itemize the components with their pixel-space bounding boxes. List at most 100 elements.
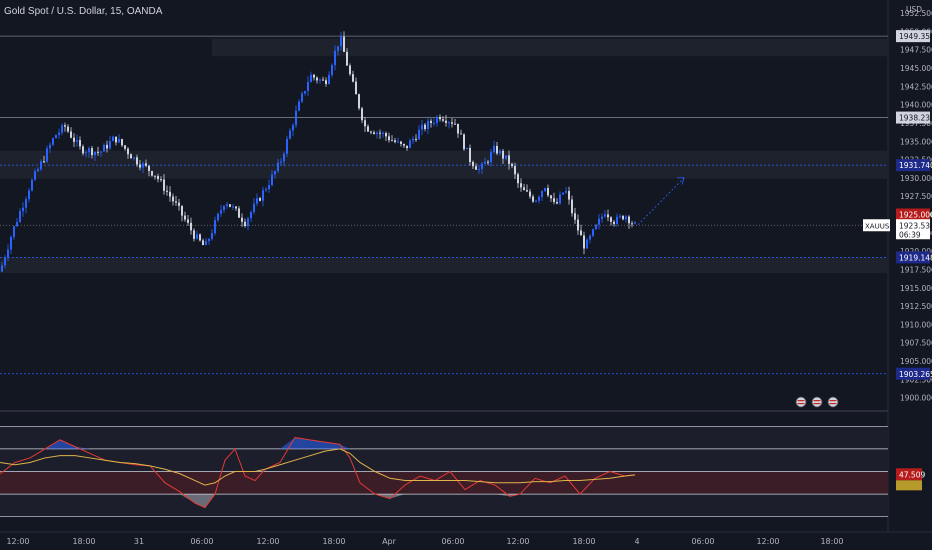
candle-body [163,179,165,191]
candle-body [550,195,552,199]
candle-body [49,144,51,149]
candle-body [373,132,375,134]
candle-body [268,185,270,190]
candle-body [166,190,168,192]
forecast-line [637,177,685,226]
candle-body [472,161,474,167]
candle-body [502,150,504,159]
candle-body [202,240,204,246]
candle-body [592,229,594,236]
us-flag-icon[interactable] [795,396,807,408]
candle-body [16,221,18,227]
candle-body [52,138,54,145]
candle-body [109,141,111,149]
candle-body [10,236,12,250]
candle-body [190,222,192,231]
candle-body [136,157,138,165]
candle-body [178,202,180,206]
candle-body [169,191,171,197]
candle-body [1,265,3,272]
candle-body [544,188,546,192]
price-label-top: 1949.351 [899,32,932,41]
countdown-label: 06:39 [899,230,921,239]
candle-body [379,132,381,134]
candle-body [457,123,459,134]
price-tick-label: 1900.000 [900,394,932,403]
price-label-resistance2-bg [896,111,930,124]
candle-body [484,161,486,164]
candle-body [274,171,276,175]
candle-body [463,134,465,150]
candle-body [76,140,78,142]
currency-label: USD [906,5,922,14]
time-tick-label: 12:00 [6,537,29,546]
time-axis[interactable]: 12:00 18:00 31 06:00 12:00 18:00 Apr 06:00 12:00… [6,537,843,546]
candle-body [466,147,468,150]
candle-body [253,203,255,213]
candle-body [193,230,195,239]
candle-body [427,120,429,129]
candle-body [454,123,456,125]
price-label-resistance1-bg [896,159,930,172]
price-tick-label: 1915.000 [900,284,932,293]
candle-body [325,80,327,85]
candle-body [418,129,420,140]
candle-body [187,219,189,223]
candle-body [307,82,309,92]
candle-body [313,74,315,78]
candle-body [232,206,234,208]
candle-body [490,152,492,163]
candle-body [70,131,72,138]
candle-body [322,79,324,81]
candle-body [19,211,21,222]
candle-body [61,125,63,133]
candle-body [292,125,294,131]
candle-body [628,216,630,224]
candle-body [241,217,243,222]
event-flags[interactable] [795,396,839,408]
candle-body [475,166,477,170]
candle-body [568,190,570,200]
symbol-tag: XAUUSD [865,222,895,230]
candle-body [421,124,423,130]
candle-body [280,161,282,163]
candle-body [64,125,66,127]
candle-body [400,141,402,144]
time-tick-label: 06:00 [190,537,213,546]
price-tick-label: 1945.000 [900,64,932,73]
candle-body [346,51,348,66]
candle-body [148,165,150,172]
price-label-resistance2: 1938.235 [899,114,932,123]
candle-body [430,120,432,123]
candle-body [151,171,153,176]
candle-body [139,164,141,168]
candle-body [553,198,555,203]
candle-body [529,191,531,197]
candle-body [442,119,444,121]
us-flag-icon[interactable] [827,396,839,408]
candle-body [127,148,129,155]
candle-body [304,91,306,94]
candle-body [244,221,246,226]
price-tick-label: 1935.000 [900,137,932,146]
candle-body [133,157,135,159]
candle-body [493,145,495,153]
candle-body [505,155,507,159]
candle-body [310,74,312,83]
candle-body [229,204,231,207]
candle-body [514,166,516,175]
candle-body [445,120,447,123]
candle-body [604,214,606,217]
candle-body [583,235,585,249]
candle-body [46,148,48,162]
time-tick-label: 31 [134,537,144,546]
osc-signal-line [0,448,636,486]
candle-body [73,137,75,142]
candle-body [211,233,213,239]
candle-body [511,163,513,167]
candle-body [145,163,147,166]
us-flag-icon[interactable] [811,396,823,408]
candle-body [226,204,228,206]
candle-body [217,213,219,221]
